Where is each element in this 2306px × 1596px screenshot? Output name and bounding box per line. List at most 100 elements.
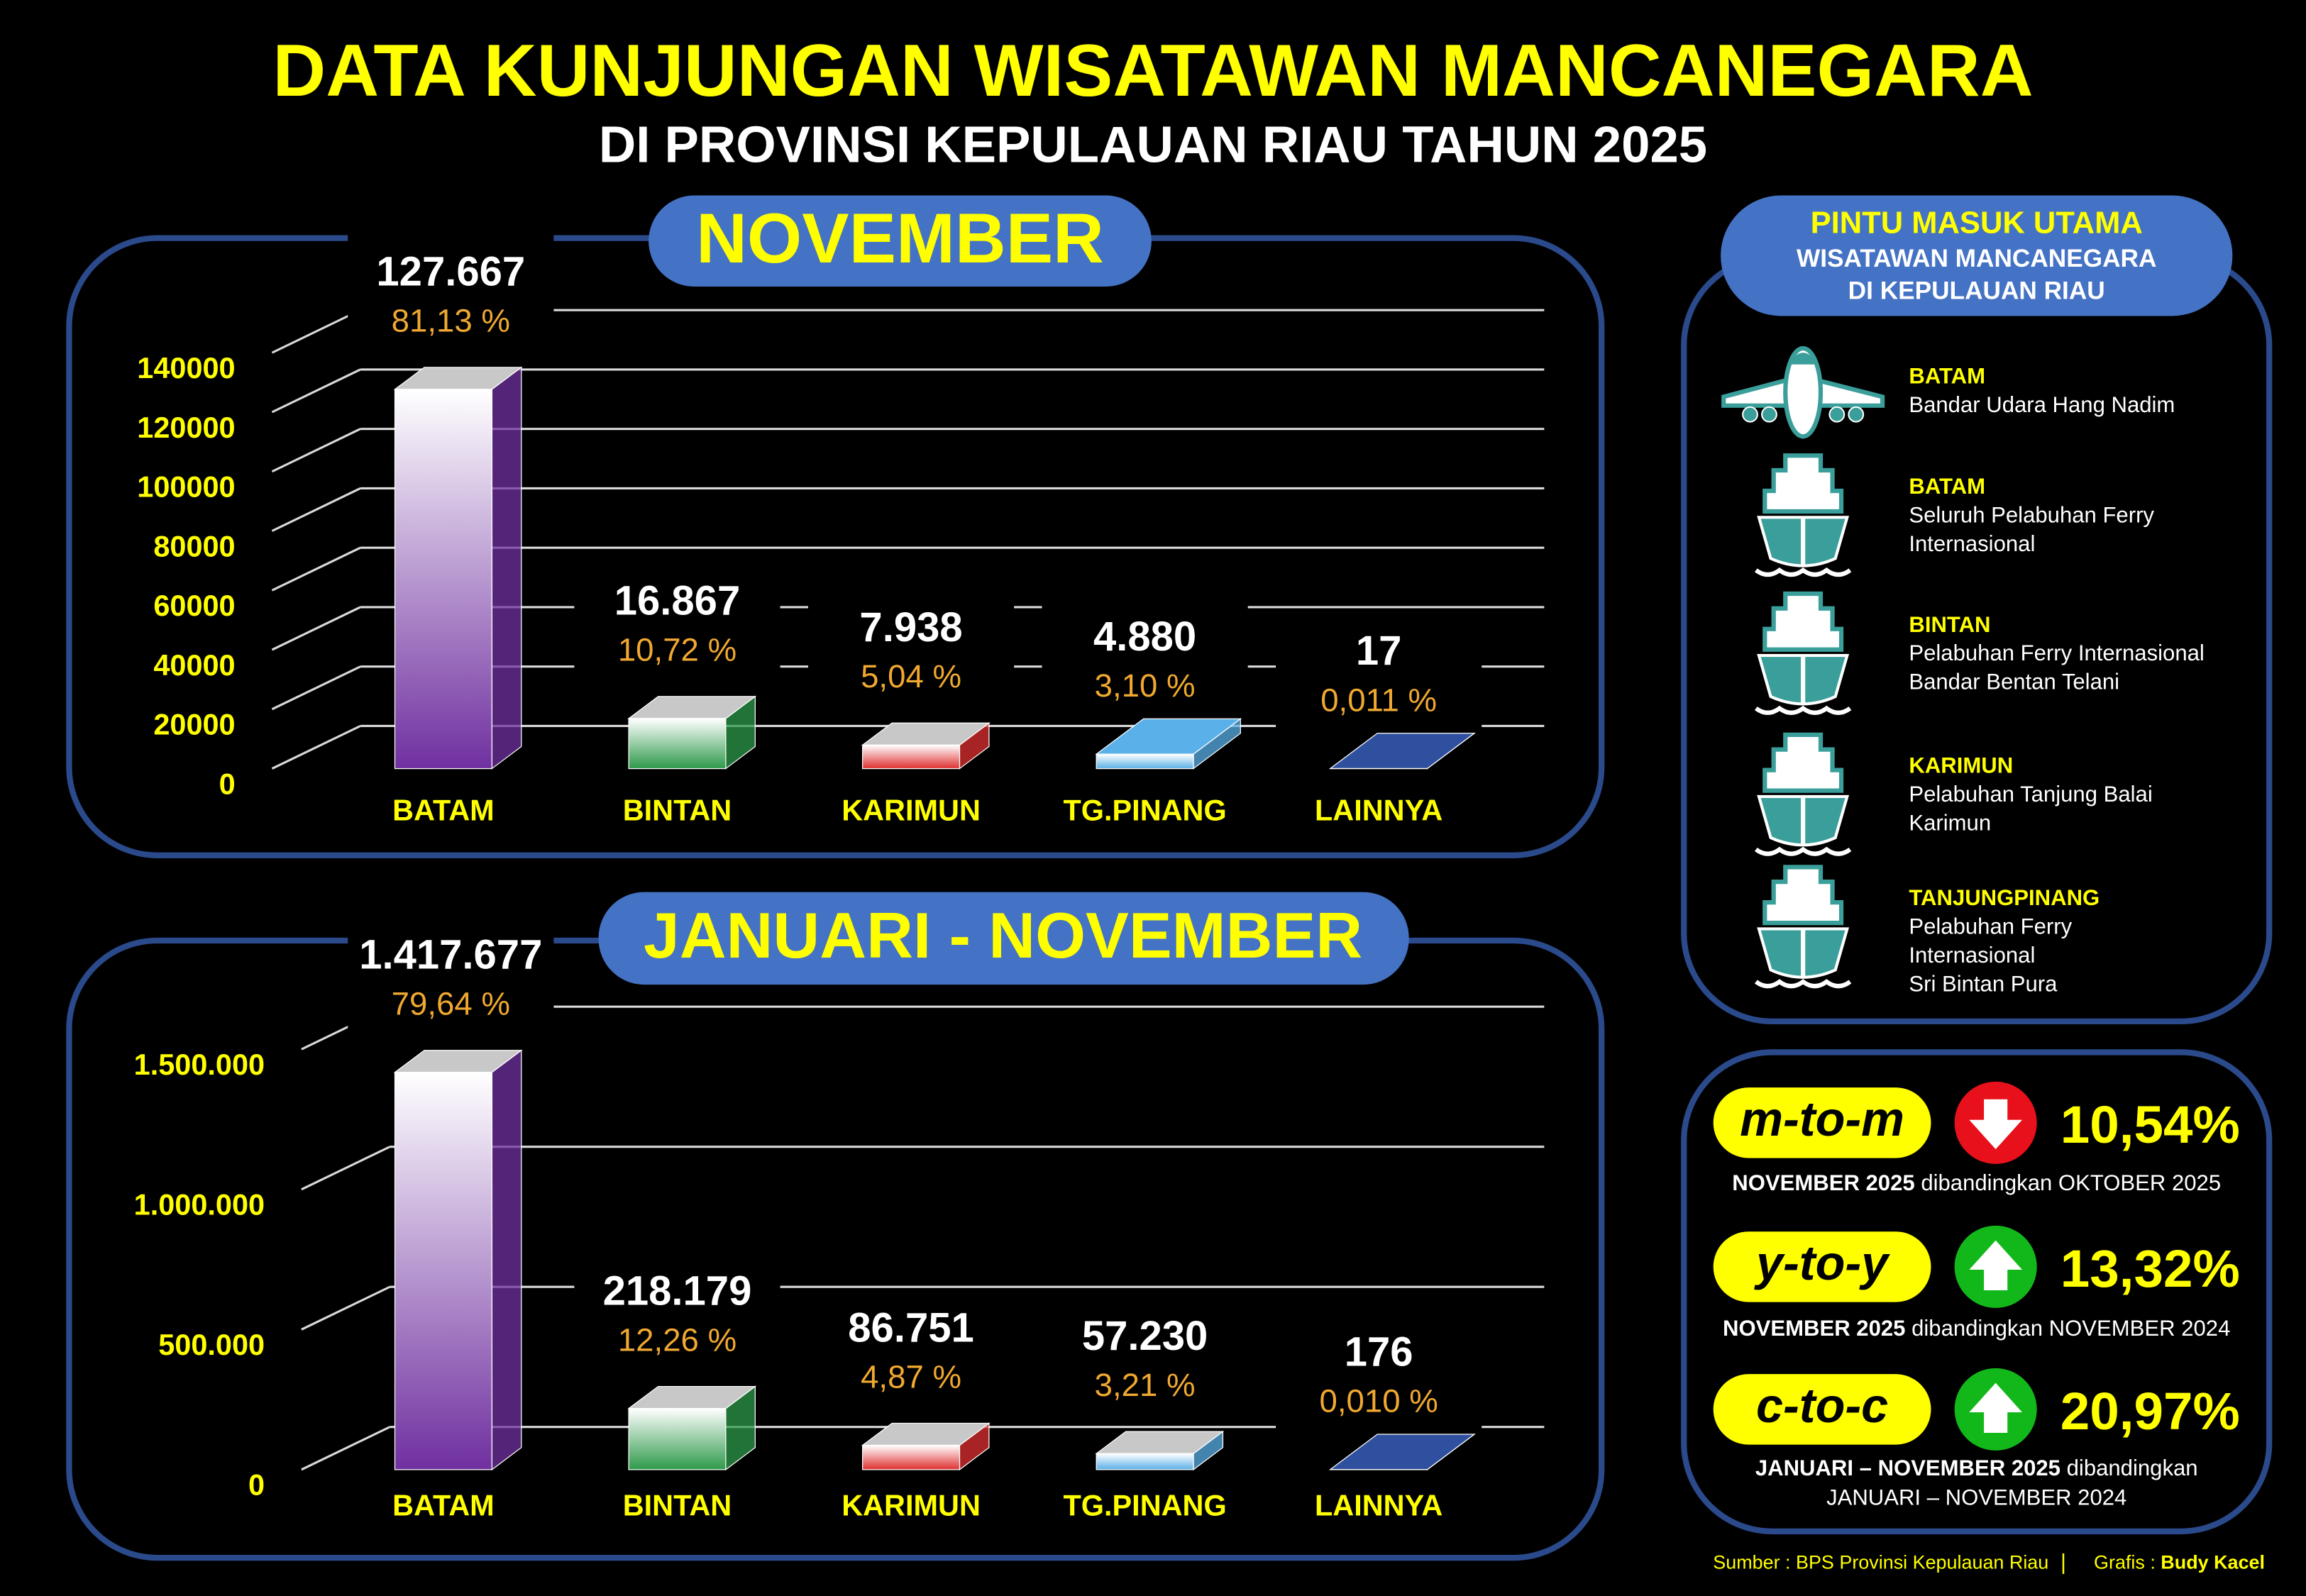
value-label: 16.867 — [614, 578, 740, 624]
ship-icon — [1754, 865, 1852, 989]
y-tick-label: 0 — [219, 767, 236, 800]
share-label: 0,010 % — [1320, 1383, 1438, 1419]
panel-subtitle: WISATAWAN MANCANEGARA — [1797, 245, 2156, 272]
arrow-up — [1969, 1240, 2022, 1291]
label-background — [574, 1254, 780, 1372]
grid-diagonal — [271, 546, 361, 592]
share-label: 12,26 % — [618, 1321, 737, 1358]
share-label: 81,13 % — [392, 303, 510, 339]
ship-icon — [1754, 591, 1852, 715]
waves — [1754, 846, 1852, 856]
share-label: 5,04 % — [861, 658, 961, 694]
value-label: 7.938 — [859, 604, 962, 650]
note-bold: JANUARI – NOVEMBER 2025 — [1755, 1456, 2060, 1480]
bar — [628, 718, 727, 770]
x-tick-label: BATAM — [392, 794, 494, 827]
bar-side — [491, 1049, 522, 1471]
y-tick-label: 120000 — [137, 411, 235, 444]
bar-side — [491, 366, 522, 770]
y-tick-label: 500.000 — [158, 1328, 265, 1361]
growth-pill — [1713, 1374, 1931, 1445]
y-tick-label: 80000 — [153, 529, 235, 563]
entry-list: BATAM Bandar Udara Hang Nadim BATAM Seluruh… — [1721, 345, 2205, 996]
growth-row: m-to-m 10,54% NOVEMBER 2025 dibandingkan… — [1713, 1081, 2240, 1195]
bar — [862, 744, 961, 770]
label-background — [574, 564, 780, 682]
note-bold: NOVEMBER 2025 — [1732, 1170, 1914, 1195]
chart-title: JANUARI - NOVEMBER — [644, 899, 1362, 972]
y-tick-label: 100000 — [137, 470, 235, 504]
ship-top — [1762, 591, 1844, 652]
growth-value: 20,97% — [2060, 1381, 2240, 1441]
share-label: 4,87 % — [861, 1358, 961, 1395]
value-label: 86.751 — [848, 1304, 973, 1351]
entry-name: BATAM — [1909, 474, 1985, 499]
ship-icon — [1754, 453, 1852, 577]
value-label: 1.417.677 — [359, 932, 542, 978]
growth-value: 13,32% — [2060, 1238, 2240, 1298]
share-label: 3,10 % — [1095, 667, 1196, 704]
label-background — [1042, 1299, 1248, 1417]
note: dibandingkan NOVEMBER 2024 — [1911, 1316, 2230, 1341]
x-tick-label: BINTAN — [623, 794, 732, 827]
entry-desc: Pelabuhan Tanjung Balai — [1909, 782, 2152, 807]
y-tick-label: 60000 — [153, 589, 235, 622]
entry-desc: Sri Bintan Pura — [1909, 971, 2058, 996]
growth-note: NOVEMBER 2025 dibandingkan OKTOBER 2025 — [1732, 1170, 2221, 1195]
footer-source: Sumber : BPS Provinsi Kepulauan Riau — [1713, 1552, 2048, 1573]
share-label: 10,72 % — [618, 632, 737, 668]
chart: 0 500.000 1.000.000 1.500.000 BATAM BINTAN KAR… — [134, 918, 1545, 1522]
entry-desc: Pelabuhan Ferry — [1909, 914, 2072, 939]
ship-top — [1762, 865, 1844, 926]
label-background — [1042, 599, 1248, 718]
chart-title-pill — [649, 195, 1152, 287]
entry-desc: Bandar Udara Hang Nadim — [1909, 392, 2175, 417]
growth-row: y-to-y 13,32% NOVEMBER 2025 dibandingkan… — [1713, 1225, 2240, 1341]
label-background — [1276, 614, 1482, 732]
value-label: 17 — [1356, 628, 1402, 674]
share-label: 3,21 % — [1095, 1367, 1196, 1403]
entry-name: BATAM — [1909, 364, 1985, 389]
grid-diagonal — [301, 1426, 390, 1471]
panel — [1681, 1049, 2273, 1534]
bar — [862, 1444, 961, 1470]
entry-desc: Seluruh Pelabuhan Ferry — [1909, 502, 2154, 527]
bar — [394, 1072, 492, 1470]
growth-row: c-to-c 20,97% JANUARI – NOVEMBER 2025 di… — [1713, 1368, 2240, 1509]
label-background — [348, 235, 554, 353]
entry-name: BINTAN — [1909, 612, 1990, 637]
entry-name: TANJUNGPINANG — [1909, 885, 2100, 910]
plane-icon — [1721, 345, 1885, 439]
label-background — [348, 918, 554, 1036]
label-background — [1276, 1315, 1482, 1433]
share-label: 0,011 % — [1320, 682, 1437, 718]
growth-value: 10,54% — [2060, 1095, 2240, 1154]
x-tick-label: BINTAN — [623, 1489, 732, 1522]
growth-label: c-to-c — [1756, 1379, 1888, 1433]
source: BPS Provinsi Kepulauan Riau — [1796, 1552, 2048, 1573]
grid-diagonal — [301, 1285, 390, 1331]
entry-name: KARIMUN — [1909, 753, 2013, 778]
ship-icon — [1754, 732, 1852, 856]
x-tick-label: KARIMUN — [842, 794, 981, 827]
panel-title-pill — [1721, 195, 2233, 316]
note-bold: NOVEMBER 2025 — [1723, 1316, 1905, 1341]
waves — [1754, 979, 1852, 989]
growth-note: JANUARI – NOVEMBER 2024 — [1826, 1485, 2126, 1509]
engine — [1848, 406, 1865, 423]
y-tick-label: 0 — [248, 1468, 265, 1502]
y-tick-label: 20000 — [153, 708, 235, 741]
growth-pill — [1713, 1087, 1931, 1158]
subtitle: DI PROVINSI KEPULAUAN RIAU TAHUN 2025 — [599, 116, 1707, 173]
arrow-up — [1969, 1382, 2022, 1434]
engine — [1742, 406, 1758, 423]
grid-diagonal — [271, 725, 361, 770]
ship-top — [1762, 453, 1844, 514]
x-tick-label: BATAM — [392, 1489, 494, 1522]
grid-diagonal — [271, 487, 361, 532]
grid-diagonal — [271, 665, 361, 711]
chart-title-pill — [598, 892, 1409, 985]
note: dibandingkan OKTOBER 2025 — [1921, 1170, 2221, 1195]
value-label: 127.667 — [376, 249, 525, 295]
